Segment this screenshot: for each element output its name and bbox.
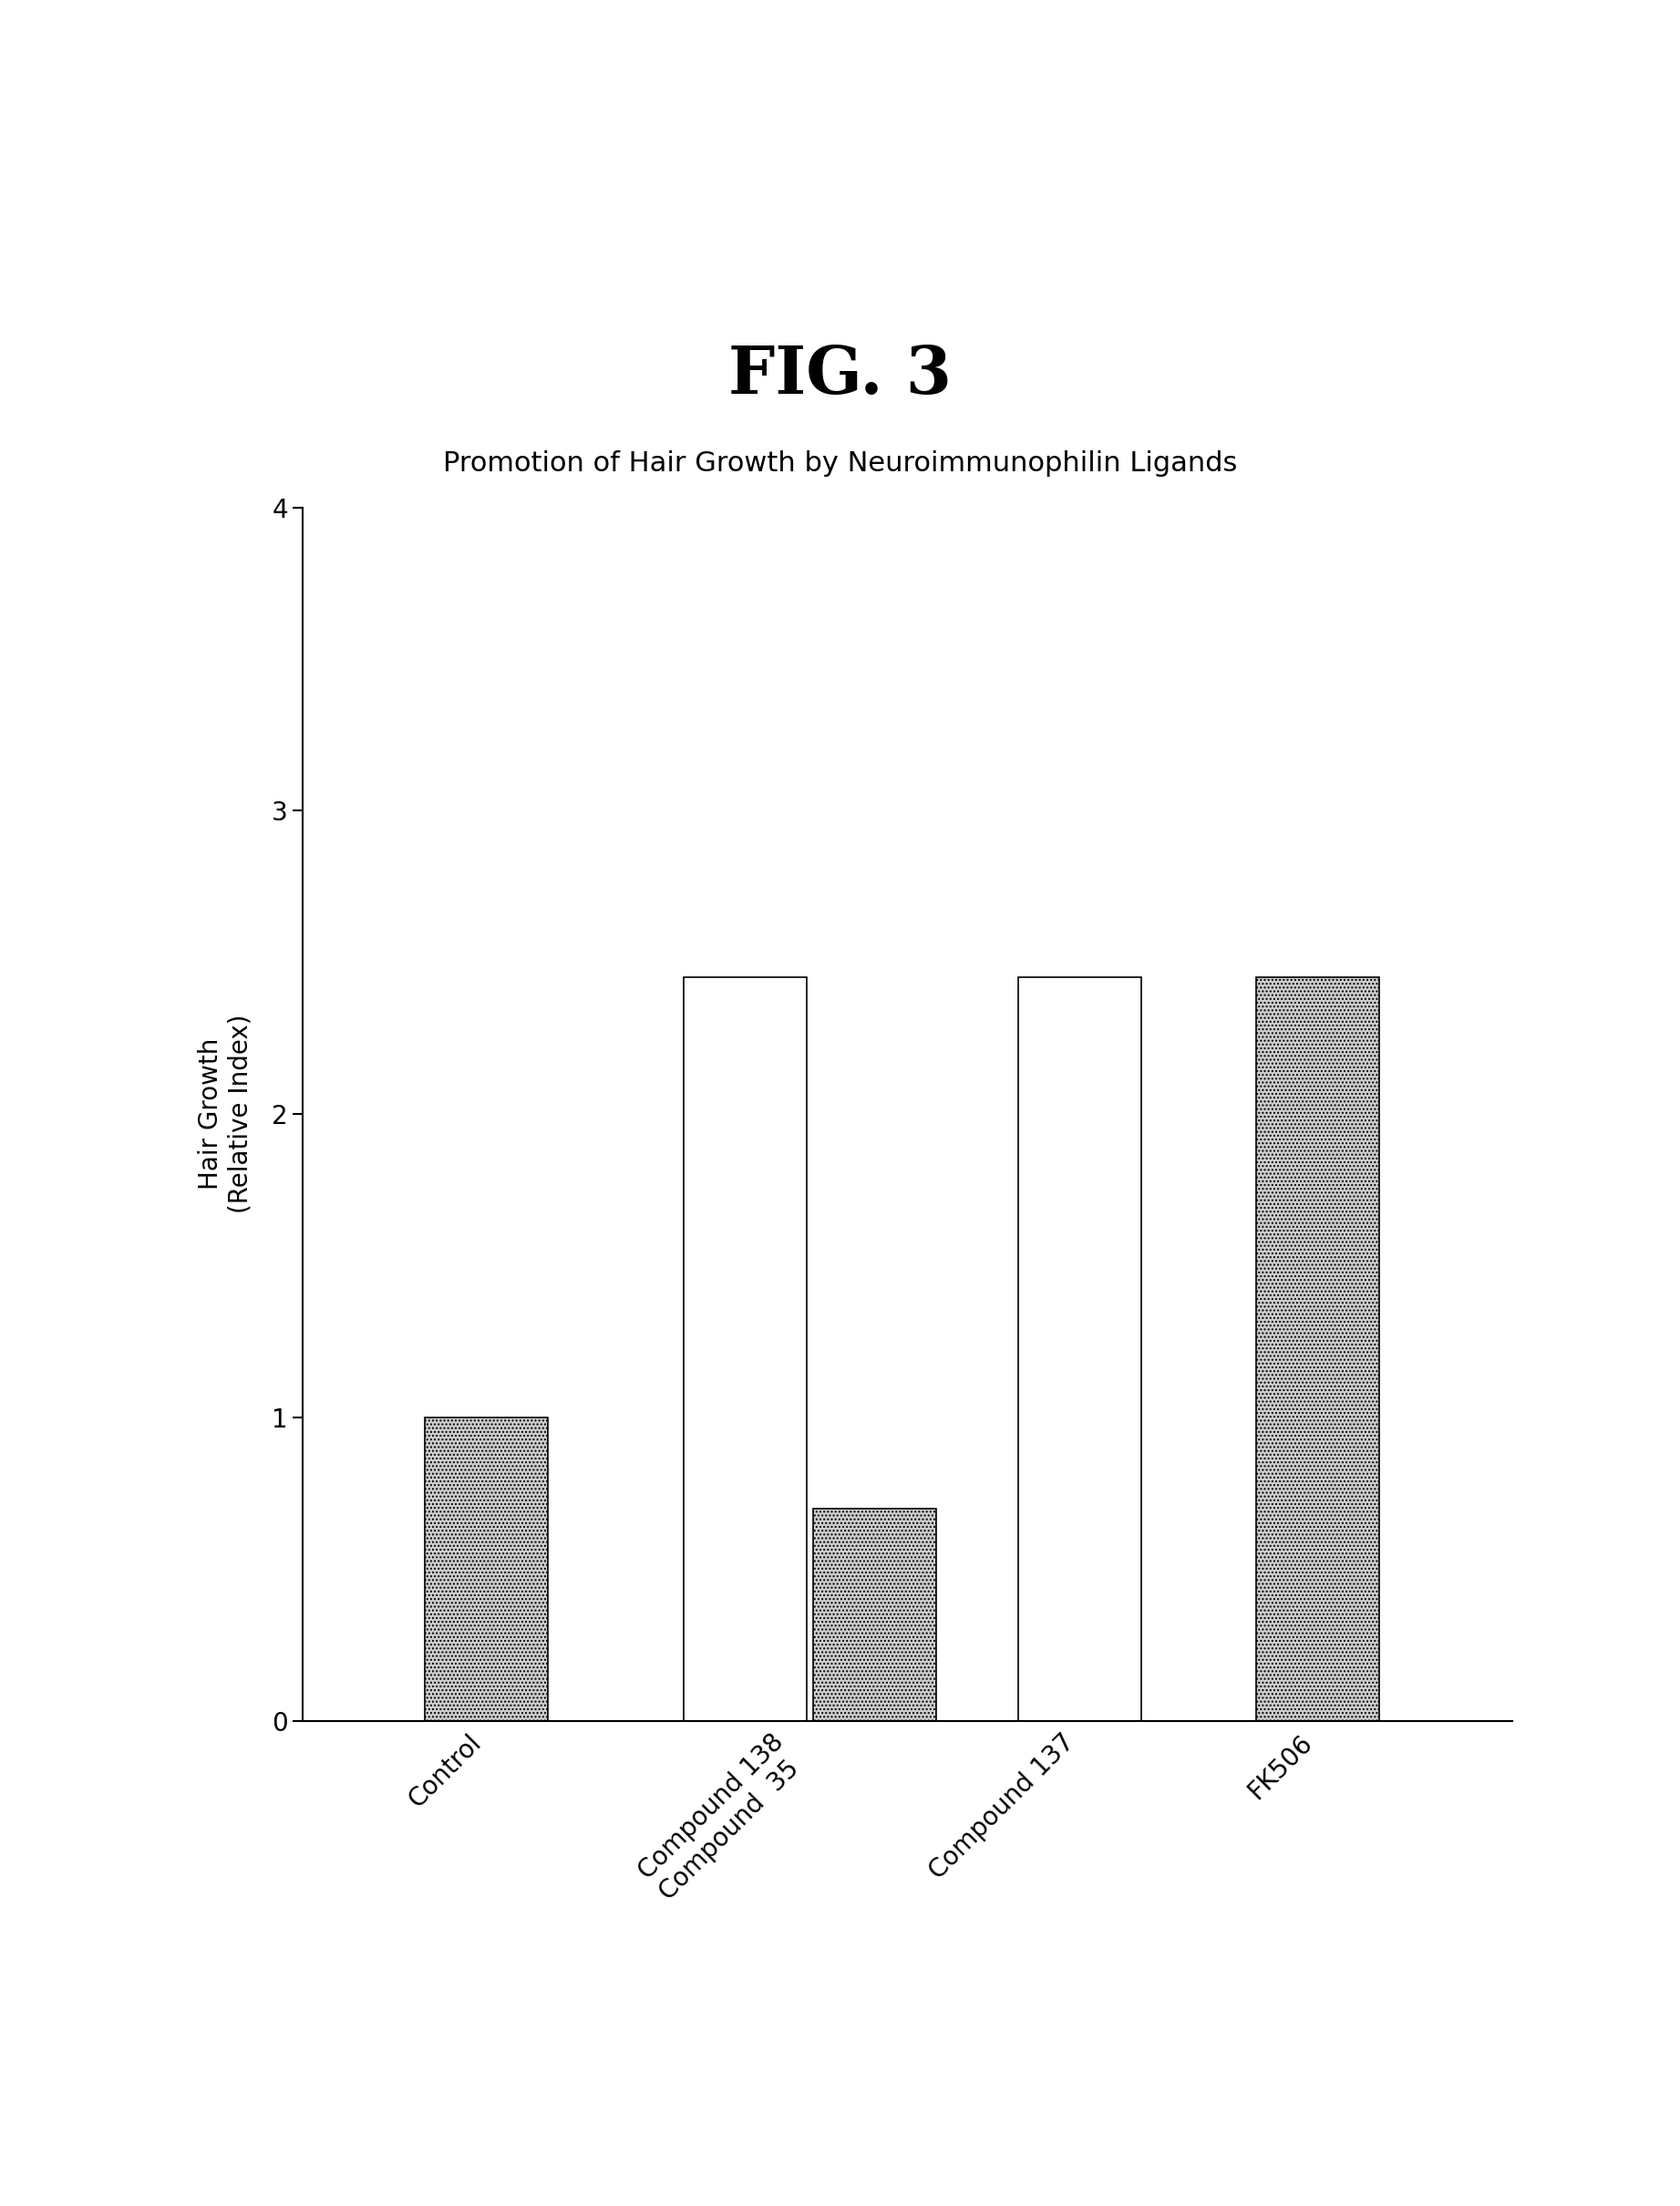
Bar (1257, 977, 1379, 1721)
Y-axis label: Hair Growth
(Relative Index): Hair Growth (Relative Index) (198, 1015, 252, 1213)
Bar (1018, 977, 1142, 1721)
Text: Promotion of Hair Growth by Neuroimmunophilin Ligands: Promotion of Hair Growth by Neuroimmunop… (444, 450, 1236, 476)
Text: FIG. 3: FIG. 3 (729, 342, 951, 408)
Bar (813, 1509, 936, 1721)
Bar (684, 977, 806, 1721)
Bar (425, 1418, 548, 1721)
